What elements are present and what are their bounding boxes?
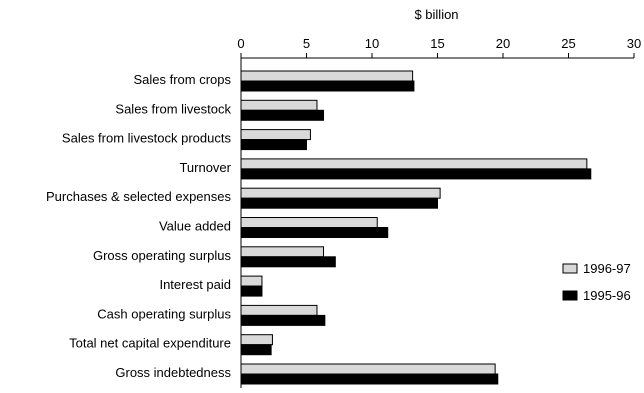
bar-1995-96 [240, 256, 336, 268]
bar-1995-96 [240, 139, 307, 151]
bar-1996-97 [240, 363, 496, 375]
bar-1996-97 [240, 187, 441, 199]
legend: 1996-97 1995-96 [562, 261, 631, 303]
category-label: Sales from livestock products [62, 131, 232, 146]
x-tick-label: 30 [627, 36, 641, 51]
bar-1996-97 [240, 158, 588, 170]
category-label: Value added [159, 219, 231, 234]
x-tick-label: 10 [365, 36, 379, 51]
category-label: Sales from crops [133, 72, 231, 87]
x-tick-label: 15 [430, 36, 444, 51]
bar-1996-97 [240, 334, 273, 346]
bar-1995-96 [240, 314, 326, 326]
x-tick-label: 5 [303, 36, 310, 51]
bar-1995-96 [240, 109, 325, 121]
category-label: Purchases & selected expenses [46, 189, 231, 204]
bar-1996-97 [240, 217, 378, 228]
bars-group [240, 70, 592, 385]
x-axis-ticks: 0 5 10 15 20 25 30 [237, 36, 641, 58]
x-tick-label: 0 [237, 36, 244, 51]
bar-1996-97 [240, 246, 325, 258]
category-labels: Sales from crops Sales from livestock Sale… [46, 72, 232, 380]
bar-1995-96 [240, 168, 592, 180]
x-tick-label: 25 [561, 36, 575, 51]
category-label: Cash operating surplus [97, 306, 231, 321]
bar-1995-96 [240, 227, 389, 238]
bar-1996-97 [240, 275, 263, 287]
bar-1996-97 [240, 304, 318, 316]
bar-1995-96 [240, 344, 272, 356]
category-label: Turnover [179, 160, 231, 175]
category-label: Gross operating surplus [93, 248, 232, 263]
bar-1995-96 [240, 285, 263, 297]
legend-label: 1996-97 [583, 261, 631, 276]
legend-swatch [562, 263, 578, 274]
bar-1996-97 [240, 70, 414, 82]
category-label: Gross indebtedness [115, 365, 231, 380]
legend-swatch [562, 290, 578, 301]
category-label: Total net capital expenditure [69, 336, 231, 351]
bar-1995-96 [240, 373, 499, 385]
legend-label: 1995-96 [583, 288, 631, 303]
axis-unit-label: $ billion [414, 7, 458, 22]
category-label: Sales from livestock [115, 101, 231, 116]
x-tick-label: 20 [496, 36, 510, 51]
bar-1996-97 [240, 99, 318, 111]
bar-1996-97 [240, 129, 311, 141]
bar-1995-96 [240, 197, 438, 209]
bar-1995-96 [240, 80, 415, 92]
category-label: Interest paid [159, 277, 231, 292]
